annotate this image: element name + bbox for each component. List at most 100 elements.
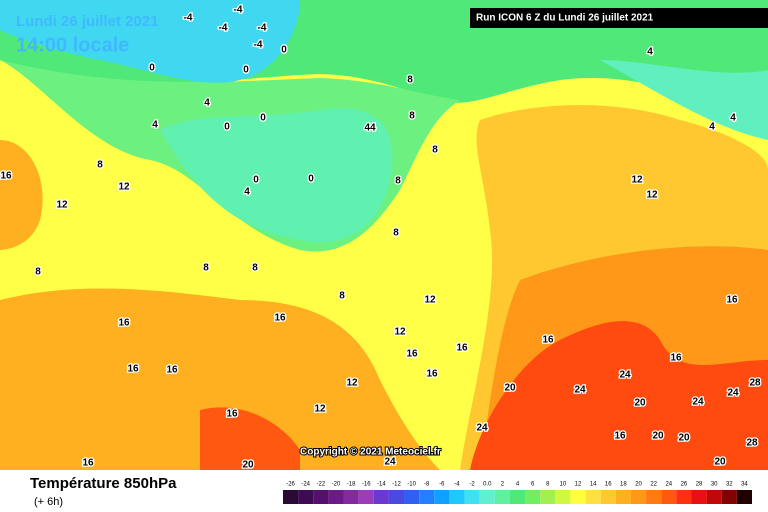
cold-region (0, 0, 300, 83)
contour-label: 16 (0, 171, 12, 182)
contour-label: 8 (97, 160, 103, 171)
scale-swatch (736, 490, 752, 504)
contour-label: 20 (678, 433, 690, 444)
scale-swatch (343, 490, 359, 504)
scale-swatch (479, 490, 495, 504)
scale-swatch (358, 490, 374, 504)
contour-label: 4 (204, 98, 210, 109)
contour-label: 8 (35, 267, 41, 278)
contour-label: 24 (727, 388, 739, 399)
scale-swatch (615, 490, 631, 504)
contour-label: -4 (219, 23, 228, 34)
scale-label: 10 (560, 482, 567, 488)
contour-label: 0 (260, 113, 266, 124)
contour-label: 0 (149, 63, 155, 74)
contour-label: -4 (184, 13, 193, 24)
scale-label: 14 (590, 482, 597, 488)
contour-label: 12 (394, 327, 406, 338)
scale-swatch (419, 490, 435, 504)
scale-swatch (283, 490, 299, 504)
contour-label: 16 (542, 335, 554, 346)
scale-label: -26 (286, 482, 295, 488)
scale-swatch (464, 490, 480, 504)
color-scale: -26 -24 -22 -20 -18 -16 -14 -12 -10 -8 -6 -4 -2 0.0 2 4… (283, 482, 752, 504)
scale-swatch (630, 490, 647, 504)
contour-label: 12 (314, 404, 326, 415)
scale-label: 32 (726, 482, 733, 488)
scale-label: -12 (392, 482, 401, 488)
hot-region (200, 407, 300, 470)
scale-label: 2 (501, 482, 505, 488)
scale-label: 16 (605, 482, 612, 488)
scale-swatch (298, 490, 314, 504)
scale-swatch (661, 490, 677, 504)
scale-label: -18 (347, 482, 356, 488)
scale-swatch (646, 490, 662, 504)
scale-label: 18 (620, 482, 627, 488)
contour-label: 28 (746, 438, 758, 449)
scale-swatch (313, 490, 329, 504)
scale-label: 6 (531, 482, 535, 488)
scale-label: 26 (681, 482, 688, 488)
contour-label: 0 (224, 122, 230, 133)
contour-label: 4 (152, 120, 158, 131)
contour-label: 20 (242, 460, 254, 471)
contour-label: 24 (476, 423, 488, 434)
run-box (470, 8, 768, 28)
contour-label: 0 (281, 45, 287, 56)
contour-label: 12 (56, 200, 68, 211)
scale-swatch (328, 490, 344, 504)
contour-label: 0 (253, 175, 259, 186)
scale-swatch (585, 490, 601, 504)
contour-label: 0 (243, 65, 249, 76)
contour-label: 12 (631, 175, 643, 186)
contour-label: 4 (647, 47, 653, 58)
contour-label: 8 (393, 228, 399, 239)
contour-label: 8 (407, 75, 413, 86)
contour-label: 16 (166, 365, 178, 376)
warm-region (0, 140, 43, 250)
map-date: Lundi 26 juillet 2021 (16, 13, 159, 30)
run-info: Run ICON 6 Z du Lundi 26 juillet 2021 (476, 13, 654, 24)
scale-swatch (706, 490, 722, 504)
contour-label: 16 (456, 343, 468, 354)
scale-swatch (373, 490, 389, 504)
map-time: 14:00 locale (16, 34, 129, 56)
scale-label: 20 (635, 482, 642, 488)
contour-label: -4 (234, 5, 243, 16)
scale-label: -10 (407, 482, 416, 488)
contour-label: 16 (127, 364, 139, 375)
scale-swatch (509, 490, 526, 504)
contour-label: 4 (730, 113, 736, 124)
scale-swatch (494, 490, 510, 504)
contour-label: 0 (308, 174, 314, 185)
warm-region (0, 288, 440, 470)
contour-label: 12 (424, 295, 436, 306)
scale-label: 30 (711, 482, 718, 488)
scale-label: 0.0 (483, 482, 492, 488)
contour-label: 8 (252, 263, 258, 274)
scale-swatch (600, 490, 616, 504)
scale-label: 4 (516, 482, 520, 488)
contour-label: 24 (574, 385, 586, 396)
scale-swatch (388, 490, 405, 504)
contour-label: 4 (244, 187, 250, 198)
scale-label: -2 (469, 482, 475, 488)
scale-label: -4 (454, 482, 460, 488)
scale-label: -6 (439, 482, 445, 488)
scale-label: 22 (650, 482, 657, 488)
contour-label: 16 (726, 295, 738, 306)
contour-label: 8 (203, 263, 209, 274)
contour-label: 8 (432, 145, 438, 156)
scale-swatch (434, 490, 450, 504)
footer-title: Température 850hPa (30, 475, 177, 492)
contour-label: 24 (619, 370, 631, 381)
scale-label: 8 (546, 482, 550, 488)
scale-swatch (540, 490, 556, 504)
map (0, 0, 768, 470)
contour-label: 24 (384, 457, 396, 468)
contour-label: 24 (692, 397, 704, 408)
scale-swatch (676, 490, 692, 504)
scale-swatch (691, 490, 707, 504)
